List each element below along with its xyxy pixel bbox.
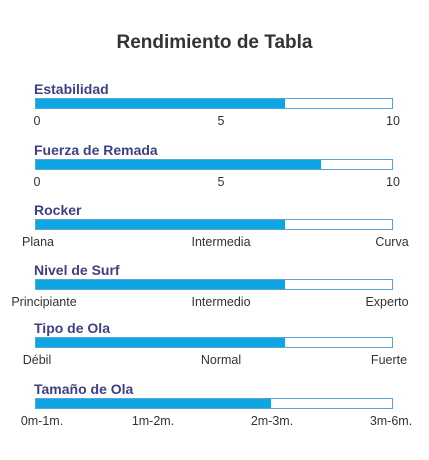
rating-fill xyxy=(36,338,286,347)
metric-rocker: Rocker Plana Intermedia Curva xyxy=(0,202,429,262)
metric-nivel-de-surf: Nivel de Surf Principiante Intermedio Ex… xyxy=(0,262,429,322)
tick-label: 10 xyxy=(386,175,400,189)
rating-bar xyxy=(35,337,393,348)
rating-fill xyxy=(36,280,286,289)
rating-bar xyxy=(35,98,393,109)
rating-bar xyxy=(35,159,393,170)
tick-label: 10 xyxy=(386,114,400,128)
tick-label: Plana xyxy=(22,235,54,249)
metric-label: Tipo de Ola xyxy=(34,320,110,336)
tick-label: 5 xyxy=(217,175,225,189)
page-title: Rendimiento de Tabla xyxy=(116,32,313,53)
rating-bar xyxy=(35,219,393,230)
metric-label: Rocker xyxy=(34,202,82,218)
tick-label: 1m-2m. xyxy=(131,414,175,428)
metric-label: Nivel de Surf xyxy=(34,262,120,278)
rating-bar xyxy=(35,398,393,409)
metric-label: Estabilidad xyxy=(34,81,109,97)
tick-label: 3m-6m. xyxy=(369,414,413,428)
tick-label: 0 xyxy=(33,114,41,128)
rating-fill xyxy=(36,220,286,229)
tick-label: Débil xyxy=(22,353,52,367)
metric-label: Tamaño de Ola xyxy=(34,381,134,397)
rating-fill xyxy=(36,99,286,108)
metric-fuerza-de-remada: Fuerza de Remada 0 5 10 xyxy=(0,142,429,202)
tick-label: Intermedio xyxy=(191,295,251,309)
tick-label: 2m-3m. xyxy=(250,414,294,428)
metric-tipo-de-ola: Tipo de Ola Débil Normal Fuerte xyxy=(0,320,429,380)
tick-label: Principiante xyxy=(11,295,77,309)
tick-label: 0 xyxy=(33,175,41,189)
metric-tamano-de-ola: Tamaño de Ola 0m-1m. 1m-2m. 2m-3m. 3m-6m… xyxy=(0,381,429,441)
rating-fill xyxy=(36,399,271,408)
tick-label: Curva xyxy=(375,235,409,249)
tick-label: Fuerte xyxy=(370,353,408,367)
rating-bar xyxy=(35,279,393,290)
tick-label: Intermedia xyxy=(191,235,251,249)
tick-label: 5 xyxy=(217,114,225,128)
metric-estabilidad: Estabilidad 0 5 10 xyxy=(0,81,429,141)
tick-label: Normal xyxy=(200,353,242,367)
tick-label: 0m-1m. xyxy=(20,414,64,428)
tick-label: Experto xyxy=(365,295,409,309)
rating-fill xyxy=(36,160,321,169)
metric-label: Fuerza de Remada xyxy=(34,142,158,158)
